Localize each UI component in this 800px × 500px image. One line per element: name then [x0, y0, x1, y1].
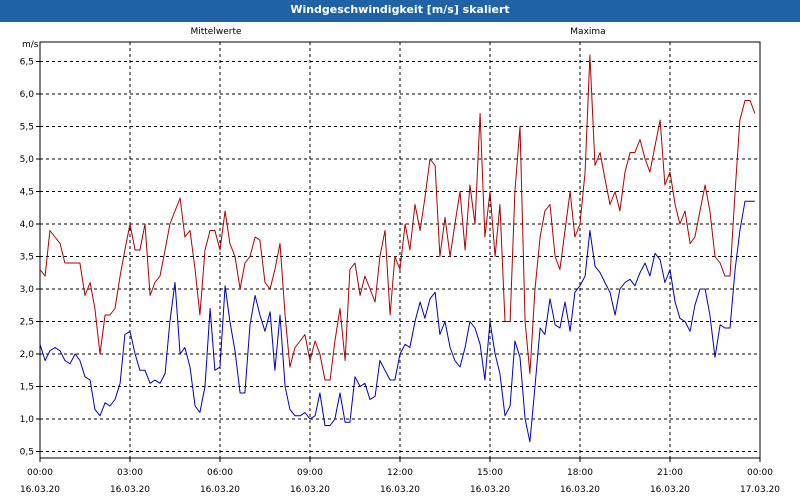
x-tick-time: 00:00	[747, 468, 773, 478]
plot-area	[39, 41, 761, 459]
y-tick-label: 2,5	[20, 318, 34, 328]
x-tick-date: 16.03.20	[290, 485, 330, 495]
x-tick-time: 15:00	[477, 468, 503, 478]
y-axis-label: m/s	[22, 40, 39, 50]
x-tick-time: 00:00	[27, 468, 53, 478]
y-tick-label: 5,5	[20, 123, 34, 133]
x-tick-time: 03:00	[117, 468, 143, 478]
y-tick-label: 1,5	[20, 383, 34, 393]
x-tick-date: 16.03.20	[650, 485, 690, 495]
series-line-mittelwerte	[39, 200, 755, 443]
x-tick-date: 16.03.20	[470, 485, 510, 495]
y-tick-label: 3,5	[20, 253, 34, 263]
x-tick-date: 16.03.20	[380, 485, 420, 495]
x-tick-date: 16.03.20	[200, 485, 240, 495]
x-tick-time: 09:00	[297, 468, 323, 478]
y-tick-label: 4,5	[20, 188, 34, 198]
x-tick-date: 16.03.20	[560, 485, 600, 495]
x-tick-date: 16.03.20	[110, 485, 150, 495]
x-tick-date: 17.03.20	[740, 485, 780, 495]
y-tick-label: 6,5	[20, 58, 34, 68]
legend-maxima: Maxima	[570, 27, 605, 37]
wind-speed-chart: 0,51,01,52,02,53,03,54,04,55,05,56,06,5 …	[20, 27, 781, 495]
y-tick-label: 2,0	[20, 350, 35, 360]
x-tick-date: 16.03.20	[20, 485, 60, 495]
x-axis: 00:00 16.03.20 03:00 16.03.20 06:00 16.03.20 0…	[20, 458, 780, 495]
x-tick-time: 12:00	[387, 468, 413, 478]
y-tick-label: 4,0	[20, 220, 35, 230]
y-tick-label: 6,0	[20, 90, 35, 100]
y-tick-label: 0,5	[20, 448, 34, 458]
x-tick-time: 06:00	[207, 468, 233, 478]
y-tick-label: 3,0	[20, 285, 35, 295]
series-lines	[39, 54, 756, 443]
x-tick-time: 18:00	[567, 468, 593, 478]
y-axis: 0,5 1,0 1,5 2,0 2,5 3,0 3,5 4,0 4,5 5,0 5,5 6,0 6,5	[20, 58, 40, 458]
series-line-maxima	[39, 54, 756, 381]
x-tick-time: 21:00	[657, 468, 683, 478]
legend-mittelwerte: Mittelwerte	[190, 27, 241, 37]
window-title: Windgeschwindigkeit [m/s] skaliert	[0, 0, 800, 22]
y-tick-label: 5,0	[20, 155, 35, 165]
grid	[40, 42, 760, 458]
y-tick-label: 1,0	[20, 415, 35, 425]
